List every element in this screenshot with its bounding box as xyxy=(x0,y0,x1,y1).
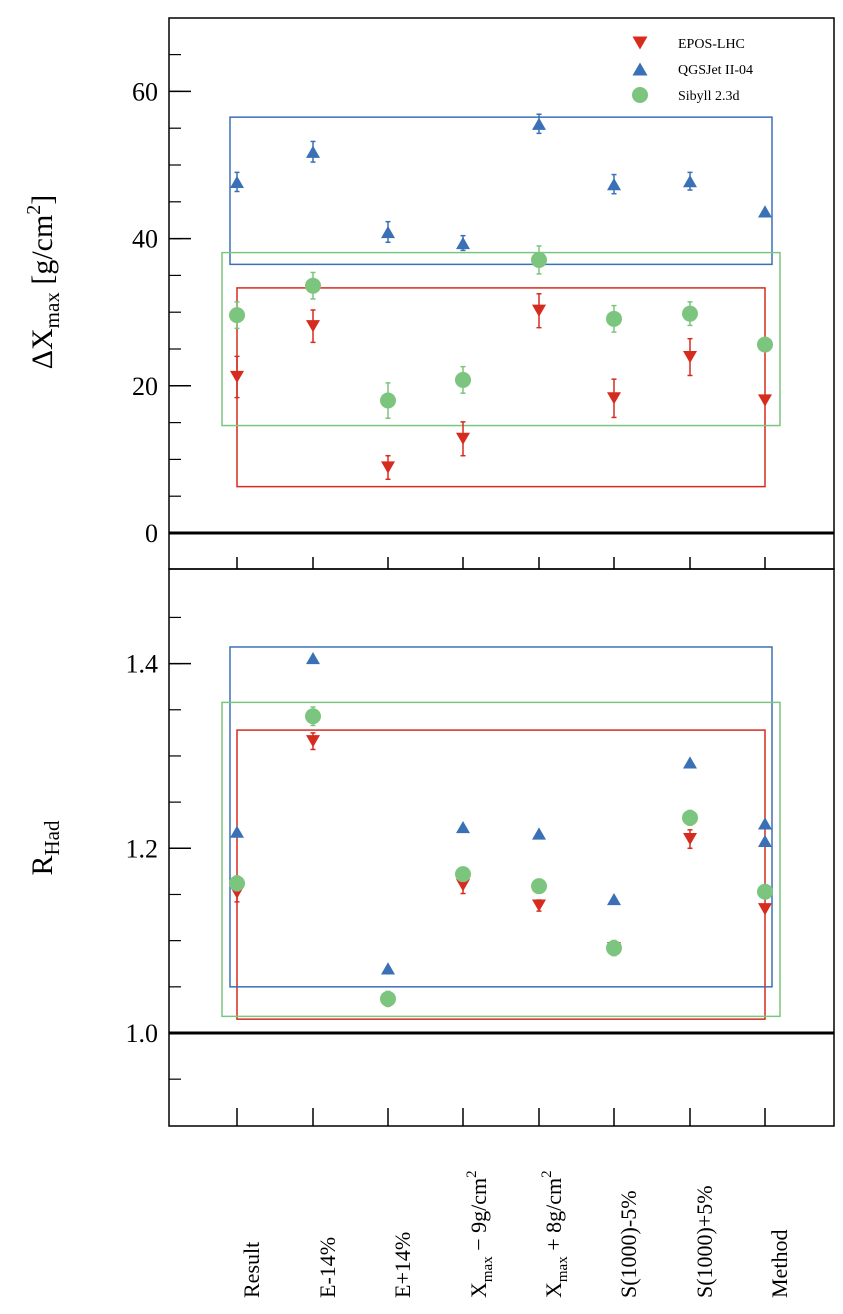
y-tick-label: 40 xyxy=(132,225,158,254)
x-label-result: Result xyxy=(239,1242,264,1298)
y-tick-label: 1.0 xyxy=(126,1019,159,1048)
x-label-e-plus-14: E+14% xyxy=(390,1232,415,1298)
point-bottom-epos-lhc xyxy=(758,903,772,916)
point-bottom-qgsjet-ii-04 xyxy=(306,651,320,665)
legend-label-epos: EPOS-LHC xyxy=(678,37,745,52)
point-top-epos-lhc xyxy=(230,370,244,384)
point-top-qgsjet-ii-04 xyxy=(532,117,546,130)
top-y-axis-title: ΔXmax [g/cm2] xyxy=(23,195,64,370)
band-bottom-sibyll-2-3d xyxy=(221,701,781,1018)
x-label-s1000-minus-5: S(1000)-5% xyxy=(616,1190,641,1298)
point-top-qgsjet-ii-04 xyxy=(381,225,395,239)
bottom-y-axis-title: RHad xyxy=(26,820,64,876)
point-top-sibyll-2-3d xyxy=(229,307,245,324)
point-top-epos-lhc xyxy=(683,351,697,364)
point-top-qgsjet-ii-04 xyxy=(758,205,772,218)
point-bottom-epos-lhc xyxy=(456,879,470,892)
point-top-qgsjet-ii-04 xyxy=(683,175,697,188)
band-top-qgsjet-ii-04 xyxy=(229,116,773,266)
point-bottom-qgsjet-ii-04-extra xyxy=(758,834,772,848)
point-bottom-sibyll-2-3d xyxy=(455,866,471,883)
x-label-xmax-minus-9: Xmax − 9g/cm2 xyxy=(464,1170,496,1298)
y-tick-label: 1.4 xyxy=(126,650,159,679)
legend-marker-sibyll-2-3d xyxy=(632,87,648,103)
x-label-method: Method xyxy=(767,1230,792,1298)
bottom-panel-frame xyxy=(168,568,835,1127)
point-top-sibyll-2-3d xyxy=(682,305,698,322)
point-top-sibyll-2-3d xyxy=(305,277,321,294)
point-bottom-qgsjet-ii-04 xyxy=(230,825,244,838)
point-bottom-sibyll-2-3d xyxy=(531,878,547,895)
point-top-qgsjet-ii-04 xyxy=(607,178,621,191)
point-top-epos-lhc xyxy=(306,320,320,333)
point-top-qgsjet-ii-04 xyxy=(306,145,320,158)
legend-marker-qgsjet-ii-04 xyxy=(632,62,648,76)
point-bottom-sibyll-2-3d xyxy=(229,875,245,892)
point-top-epos-lhc xyxy=(532,304,546,317)
band-top-sibyll-2-3d xyxy=(221,251,781,427)
point-bottom-qgsjet-ii-04 xyxy=(758,817,772,830)
legend-marker-epos-lhc xyxy=(632,36,648,50)
y-tick-label: 20 xyxy=(132,372,158,401)
point-top-epos-lhc xyxy=(758,394,772,407)
y-tick-label: 0 xyxy=(145,519,158,548)
x-label-e-minus-14: E-14% xyxy=(315,1237,340,1298)
point-top-qgsjet-ii-04 xyxy=(230,175,244,189)
band-bottom-epos-lhc xyxy=(236,729,766,1020)
point-bottom-epos-lhc xyxy=(532,899,546,912)
point-bottom-qgsjet-ii-04 xyxy=(456,820,470,834)
x-label-xmax-plus-8: Xmax + 8g/cm2 xyxy=(539,1170,571,1298)
legend-label-qgsjet: QGSJet II-04 xyxy=(678,63,753,78)
point-bottom-sibyll-2-3d xyxy=(380,990,396,1007)
point-bottom-qgsjet-ii-04 xyxy=(532,827,546,840)
point-top-epos-lhc xyxy=(381,461,395,474)
point-top-sibyll-2-3d xyxy=(757,336,773,353)
point-top-sibyll-2-3d xyxy=(380,392,396,409)
point-top-sibyll-2-3d xyxy=(455,371,471,388)
point-bottom-epos-lhc xyxy=(306,735,320,748)
y-tick-label: 60 xyxy=(132,77,158,106)
point-bottom-sibyll-2-3d xyxy=(757,883,773,900)
point-bottom-qgsjet-ii-04 xyxy=(381,962,395,975)
band-bottom-qgsjet-ii-04 xyxy=(229,646,773,988)
point-bottom-sibyll-2-3d xyxy=(606,940,622,957)
legend: EPOS-LHC QGSJet II-04 Sibyll 2.3d xyxy=(632,36,753,104)
y-tick-label: 1.2 xyxy=(126,834,159,863)
point-top-sibyll-2-3d xyxy=(606,310,622,327)
point-bottom-epos-lhc xyxy=(683,832,697,846)
point-top-epos-lhc xyxy=(607,392,621,405)
x-label-s1000-plus-5: S(1000)+5% xyxy=(692,1185,717,1298)
point-bottom-qgsjet-ii-04 xyxy=(683,756,697,769)
point-top-sibyll-2-3d xyxy=(531,251,547,268)
point-bottom-qgsjet-ii-04 xyxy=(607,893,621,906)
legend-label-sibyll: Sibyll 2.3d xyxy=(678,89,739,104)
point-top-qgsjet-ii-04 xyxy=(456,236,470,250)
point-top-epos-lhc xyxy=(456,432,470,445)
point-bottom-sibyll-2-3d xyxy=(682,809,698,826)
point-bottom-sibyll-2-3d xyxy=(305,708,321,725)
